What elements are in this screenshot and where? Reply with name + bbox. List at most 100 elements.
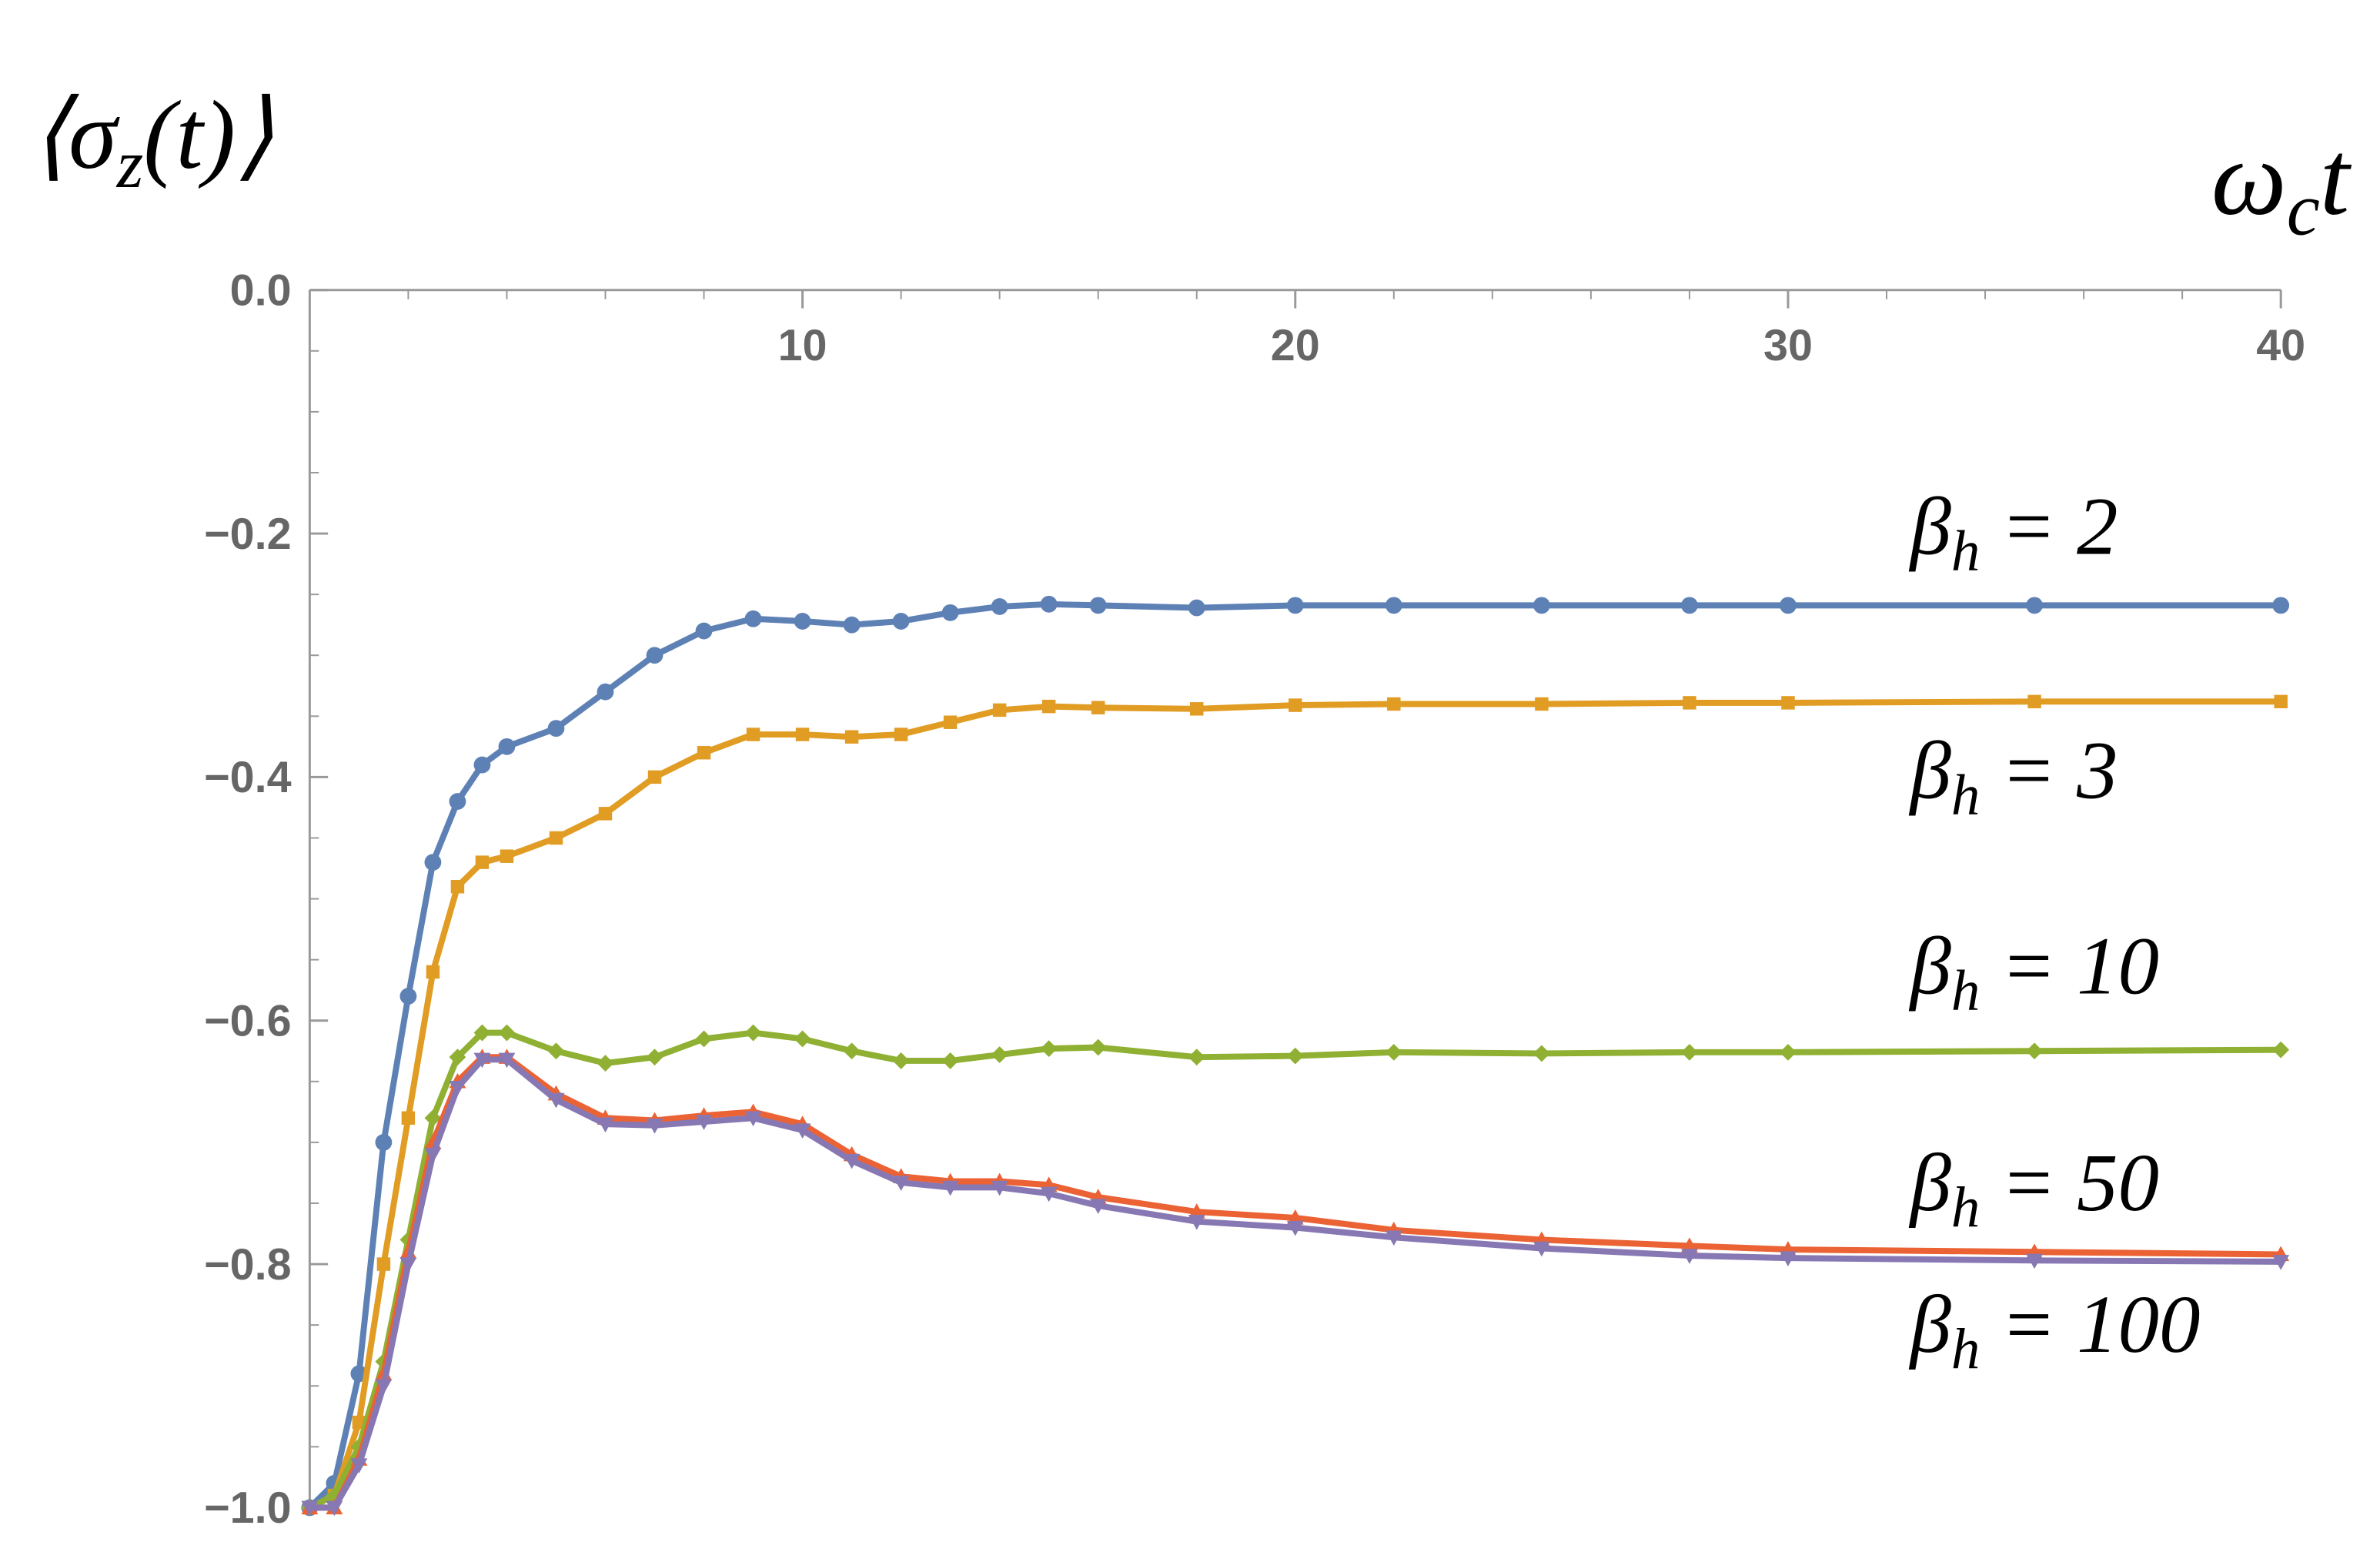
- marker: [695, 622, 713, 640]
- marker: [424, 854, 442, 871]
- marker: [547, 720, 565, 738]
- marker: [1188, 1214, 1205, 1230]
- marker: [746, 728, 760, 741]
- marker: [424, 1147, 442, 1163]
- marker: [991, 598, 1008, 615]
- x-tick-label: 30: [1763, 321, 1813, 370]
- marker: [646, 1119, 664, 1134]
- x-axis-label: ωct: [2211, 119, 2352, 252]
- marker: [2274, 694, 2288, 709]
- series-label: βh = 10: [1909, 921, 2160, 1022]
- marker: [350, 1458, 368, 1473]
- marker: [375, 1133, 393, 1151]
- marker: [1040, 595, 1058, 613]
- marker: [894, 728, 908, 741]
- marker: [941, 1052, 959, 1069]
- marker: [1533, 597, 1550, 614]
- marker: [646, 647, 664, 664]
- marker: [500, 849, 514, 863]
- marker: [376, 1257, 391, 1271]
- marker: [426, 965, 440, 979]
- marker: [2026, 597, 2043, 614]
- marker: [549, 831, 563, 845]
- marker: [744, 610, 762, 627]
- marker: [399, 1257, 417, 1273]
- marker: [547, 1092, 565, 1109]
- marker: [892, 1176, 910, 1191]
- x-tick-label: 40: [2256, 321, 2305, 370]
- marker: [647, 770, 662, 784]
- marker: [1681, 1043, 1698, 1061]
- marker: [941, 604, 959, 621]
- marker: [498, 1024, 516, 1042]
- marker: [1683, 696, 1696, 710]
- marker: [695, 1115, 713, 1130]
- marker: [399, 988, 417, 1005]
- marker: [892, 1052, 910, 1069]
- marker: [597, 1055, 614, 1072]
- marker: [697, 746, 711, 760]
- y-tick-label: 0.0: [230, 266, 292, 316]
- marker: [597, 683, 614, 701]
- marker: [1089, 597, 1107, 614]
- marker: [1385, 597, 1402, 614]
- marker: [598, 807, 613, 821]
- marker: [844, 730, 859, 744]
- marker: [1089, 1039, 1107, 1056]
- marker: [1387, 697, 1401, 711]
- marker: [401, 1111, 416, 1125]
- y-tick-label: −0.8: [204, 1240, 291, 1289]
- marker: [1533, 1045, 1550, 1062]
- series-label: βh = 50: [1909, 1138, 2160, 1239]
- marker: [473, 756, 491, 774]
- marker: [1533, 1241, 1550, 1257]
- marker: [2026, 1042, 2043, 1060]
- series-label: βh = 100: [1909, 1279, 2201, 1381]
- marker: [795, 728, 810, 741]
- marker: [941, 1180, 959, 1196]
- marker: [1289, 698, 1302, 712]
- y-axis-label: ⟨σz(t)⟩: [31, 82, 274, 202]
- marker: [843, 616, 861, 634]
- series-label: βh = 3: [1909, 726, 2118, 828]
- marker: [498, 738, 516, 755]
- marker: [744, 1024, 762, 1042]
- marker: [1780, 1251, 1797, 1267]
- marker: [1681, 1249, 1698, 1264]
- y-tick-label: −0.4: [204, 753, 291, 802]
- marker: [1681, 1237, 1698, 1253]
- marker: [695, 1030, 713, 1048]
- marker: [1780, 597, 1797, 614]
- marker: [326, 1500, 343, 1517]
- x-tick-label: 10: [778, 321, 827, 370]
- marker: [1286, 1047, 1304, 1065]
- marker: [843, 1042, 861, 1060]
- marker: [1089, 1199, 1107, 1215]
- marker: [1040, 1040, 1058, 1058]
- marker: [1385, 1230, 1402, 1246]
- marker: [794, 1030, 811, 1048]
- y-tick-label: −1.0: [204, 1483, 291, 1533]
- marker: [991, 1180, 1008, 1196]
- marker: [1188, 1203, 1205, 1219]
- marker: [301, 1500, 319, 1517]
- marker: [375, 1379, 393, 1395]
- marker: [2272, 1255, 2290, 1270]
- marker: [450, 880, 465, 894]
- series-label: βh = 2: [1909, 482, 2118, 584]
- marker: [1286, 1220, 1304, 1236]
- marker: [473, 1052, 491, 1069]
- marker: [475, 855, 490, 869]
- marker: [794, 1123, 811, 1139]
- marker: [943, 715, 958, 729]
- marker: [1286, 597, 1304, 614]
- marker: [992, 703, 1007, 717]
- marker: [1781, 696, 1795, 710]
- marker: [744, 1111, 762, 1127]
- marker: [1041, 699, 1056, 714]
- marker: [498, 1052, 516, 1069]
- y-tick-label: −0.2: [204, 510, 291, 559]
- marker: [1535, 697, 1549, 711]
- marker: [449, 793, 466, 810]
